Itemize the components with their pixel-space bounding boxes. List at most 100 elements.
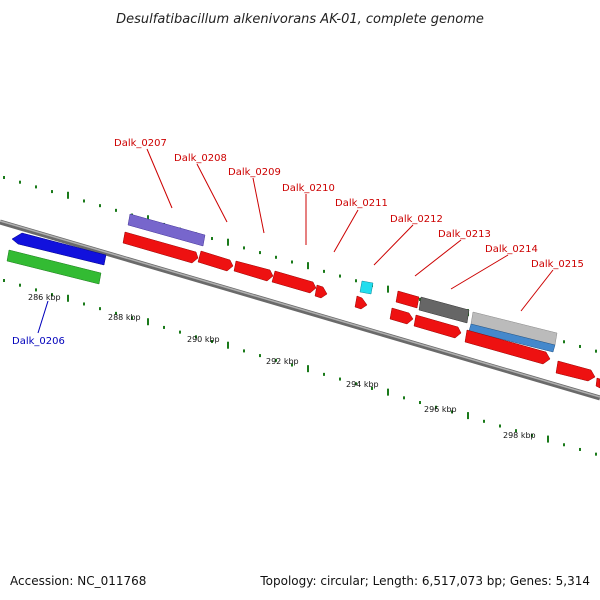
lower-track-minor-tick [163, 325, 165, 329]
leader-dalk-0206 [37, 300, 49, 334]
gene-dalk-0210b-arrow [314, 284, 328, 299]
gene-dalk-0207-arrow [122, 231, 199, 264]
gene-green-bar [6, 249, 102, 285]
lower-track-minor-tick [515, 429, 517, 433]
leader-dalk-0209 [252, 177, 265, 234]
upper-track-minor-tick [115, 208, 117, 212]
gene-dalk-0213-arrow [389, 307, 414, 325]
lower-track-minor-tick [451, 410, 453, 414]
leader-dalk-0207 [146, 148, 173, 209]
gene-purple-bar [127, 213, 206, 247]
lower-tick-track [3, 279, 597, 456]
lower-track-major-tick [547, 435, 549, 443]
upper-track-minor-tick [3, 176, 5, 179]
gene-label-dalk-0212[interactable]: Dalk_0212 [390, 214, 443, 225]
gene-labels: Dalk_0206 Dalk_0207 Dalk_0208 Dalk_0209 … [12, 138, 584, 347]
gene-label-dalk-0215[interactable]: Dalk_0215 [531, 259, 584, 270]
genome-summary-text: Topology: circular; Length: 6,517,073 bp… [259, 574, 590, 588]
genome-backbone [0, 219, 600, 401]
gene-dalk-0210-arrow [271, 270, 317, 294]
leader-dalk-0215 [520, 269, 554, 312]
lower-track-minor-tick [211, 340, 213, 344]
gene-edge-arrow [595, 377, 600, 389]
tick-label-294kbp: 294 kbp [346, 380, 379, 389]
accession-text: Accession: NC_011768 [10, 574, 146, 588]
gene-cyan-block [359, 280, 374, 295]
gene-dalk-0208-arrow [197, 250, 234, 272]
gene-dalk-0211-arrow [354, 295, 368, 310]
lower-track-minor-tick [355, 382, 357, 386]
leader-dalk-0213 [414, 239, 462, 277]
leader-dalk-0211 [333, 209, 359, 253]
tick-label-286kbp: 286 kbp [28, 293, 61, 302]
upper-track-minor-tick [275, 255, 277, 259]
lower-track-minor-tick [179, 330, 181, 334]
upper-track-minor-tick [211, 237, 213, 241]
lower-track-minor-tick [563, 443, 565, 447]
gene-dalk-0216-arrow [555, 360, 596, 382]
lower-track-minor-tick [323, 372, 325, 376]
upper-track-minor-tick [563, 340, 565, 344]
lower-track-minor-tick [483, 419, 485, 423]
lower-track-minor-tick [259, 354, 261, 358]
upper-track-major-tick [307, 262, 309, 270]
map-title: Desulfatibacillum alkenivorans AK-01, co… [116, 12, 484, 27]
lower-track-minor-tick [195, 335, 197, 339]
gene-label-dalk-0210[interactable]: Dalk_0210 [282, 183, 335, 194]
gene-blue-arrow [11, 232, 107, 266]
lower-track-major-tick [67, 294, 69, 302]
gene-dalk-0214-arrow [413, 314, 462, 339]
upper-track-minor-tick [355, 279, 357, 283]
gene-label-dalk-0208[interactable]: Dalk_0208 [174, 153, 227, 164]
lower-track-minor-tick [339, 377, 341, 381]
upper-track-major-tick [147, 215, 149, 223]
gene-label-dalk-0207[interactable]: Dalk_0207 [114, 138, 167, 149]
upper-track-minor-tick [291, 260, 293, 264]
tick-label-288kbp: 288 kbp [108, 313, 141, 322]
upper-track-minor-tick [579, 344, 581, 348]
lower-track-minor-tick [435, 405, 437, 409]
gene-label-dalk-0209[interactable]: Dalk_0209 [228, 167, 281, 178]
upper-track-minor-tick [51, 190, 53, 194]
upper-track-major-tick [227, 238, 229, 246]
leader-dalk-0208 [196, 163, 228, 223]
gene-label-dalk-0213[interactable]: Dalk_0213 [438, 229, 491, 240]
lower-track-minor-tick [291, 363, 293, 367]
label-leader-lines [146, 148, 554, 312]
leader-dalk-0212 [373, 224, 414, 266]
upper-track-major-tick [67, 191, 69, 199]
lower-track-minor-tick [115, 311, 117, 315]
gene-dalk-0212-block [395, 290, 420, 309]
lower-track-major-tick [227, 341, 229, 349]
lower-track-minor-tick [131, 316, 133, 320]
upper-track-minor-tick [259, 251, 261, 255]
upper-track-major-tick [387, 285, 389, 293]
lower-track-minor-tick [371, 386, 373, 390]
lower-track-major-tick [307, 365, 309, 373]
upper-track-minor-tick [419, 298, 421, 302]
tick-label-296kbp: 296 kbp [424, 405, 457, 414]
gene-label-dalk-0214[interactable]: Dalk_0214 [485, 244, 538, 255]
lower-track-major-tick [147, 318, 149, 326]
gene-steelblue-bar [468, 323, 556, 353]
lower-track-minor-tick [531, 433, 533, 437]
gene-label-dalk-0211[interactable]: Dalk_0211 [335, 198, 388, 209]
lower-track-minor-tick [35, 288, 37, 292]
gene-dalk-0209-arrow [233, 260, 274, 282]
tick-label-292kbp: 292 kbp [266, 357, 299, 366]
leader-dalk-0214 [450, 254, 509, 290]
gene-label-dalk-0206[interactable]: Dalk_0206 [12, 336, 65, 347]
lower-track-minor-tick [275, 358, 277, 362]
lower-track-minor-tick [403, 396, 405, 400]
lower-track-major-tick [387, 388, 389, 396]
gene-darkgray-bar [418, 296, 470, 324]
upper-track-minor-tick [339, 274, 341, 278]
lower-track-minor-tick [19, 283, 21, 287]
upper-track-minor-tick [99, 204, 101, 208]
lower-track-minor-tick [243, 349, 245, 353]
upper-track-minor-tick [595, 349, 597, 353]
upper-track-minor-tick [83, 199, 85, 203]
lower-track-minor-tick [579, 447, 581, 451]
